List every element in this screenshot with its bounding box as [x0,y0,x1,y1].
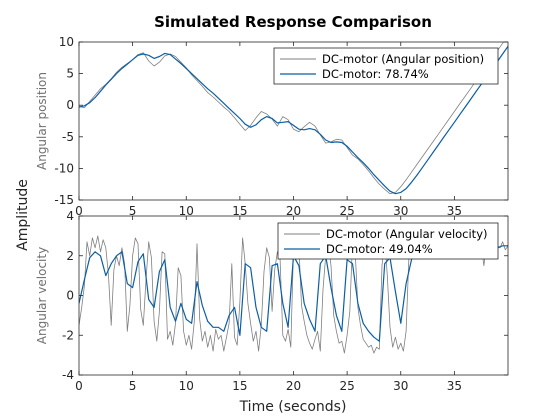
plot-data [79,42,508,195]
figure-title: Simulated Response Comparison [154,13,432,31]
y-tick-label: 4 [66,209,74,223]
y-tick-label: 2 [66,249,74,263]
x-tick-label: 10 [179,379,194,393]
y-tick-label: 0 [66,289,74,303]
legend-box [273,47,499,85]
x-tick-label: 0 [75,379,83,393]
x-tick-label: 5 [129,379,137,393]
x-tick-label: 15 [232,379,247,393]
x-tick-label: 10 [179,204,194,218]
legend-entry: DC-motor: 49.04% [326,242,433,256]
legend-box [277,222,499,260]
y-tick-label: 0 [66,98,74,112]
y-tick-label: -4 [62,368,74,382]
x-tick-label: 5 [129,204,137,218]
y-tick-label: -2 [62,328,74,342]
legend-entry: DC-motor (Angular velocity) [326,227,488,241]
legend-entry: DC-motor: 78.74% [322,67,429,81]
x-tick-label: 25 [339,379,354,393]
series-line-measured [79,42,505,195]
x-tick-label: 30 [393,204,408,218]
x-tick-label: 20 [286,204,301,218]
y-tick-label: -5 [62,130,74,144]
y-tick-label: -10 [54,161,74,175]
x-tick-label: 30 [393,379,408,393]
y-tick-label: 10 [59,35,74,49]
series-line-model [79,46,508,195]
x-tick-label: 20 [286,379,301,393]
axis-ylabel: Angular velocity [35,247,49,344]
y-tick-label: 5 [66,67,74,81]
axis-ylabel: Angular position [35,72,49,170]
figure-xlabel: Time (seconds) [239,399,347,415]
x-tick-label: 15 [232,204,247,218]
x-tick-label: 25 [339,204,354,218]
figure-ylabel: Amplitude [15,179,31,251]
x-tick-label: 0 [75,204,83,218]
x-tick-label: 35 [447,379,462,393]
axes-angular-position: 0 5 10 15 20 25 30 35 10 5 0 -5 -10 -15 Angular positi… [35,35,509,218]
legend-entry: DC-motor (Angular position) [322,52,484,66]
x-tick-label: 35 [447,204,462,218]
y-tick-label: -15 [54,193,74,207]
